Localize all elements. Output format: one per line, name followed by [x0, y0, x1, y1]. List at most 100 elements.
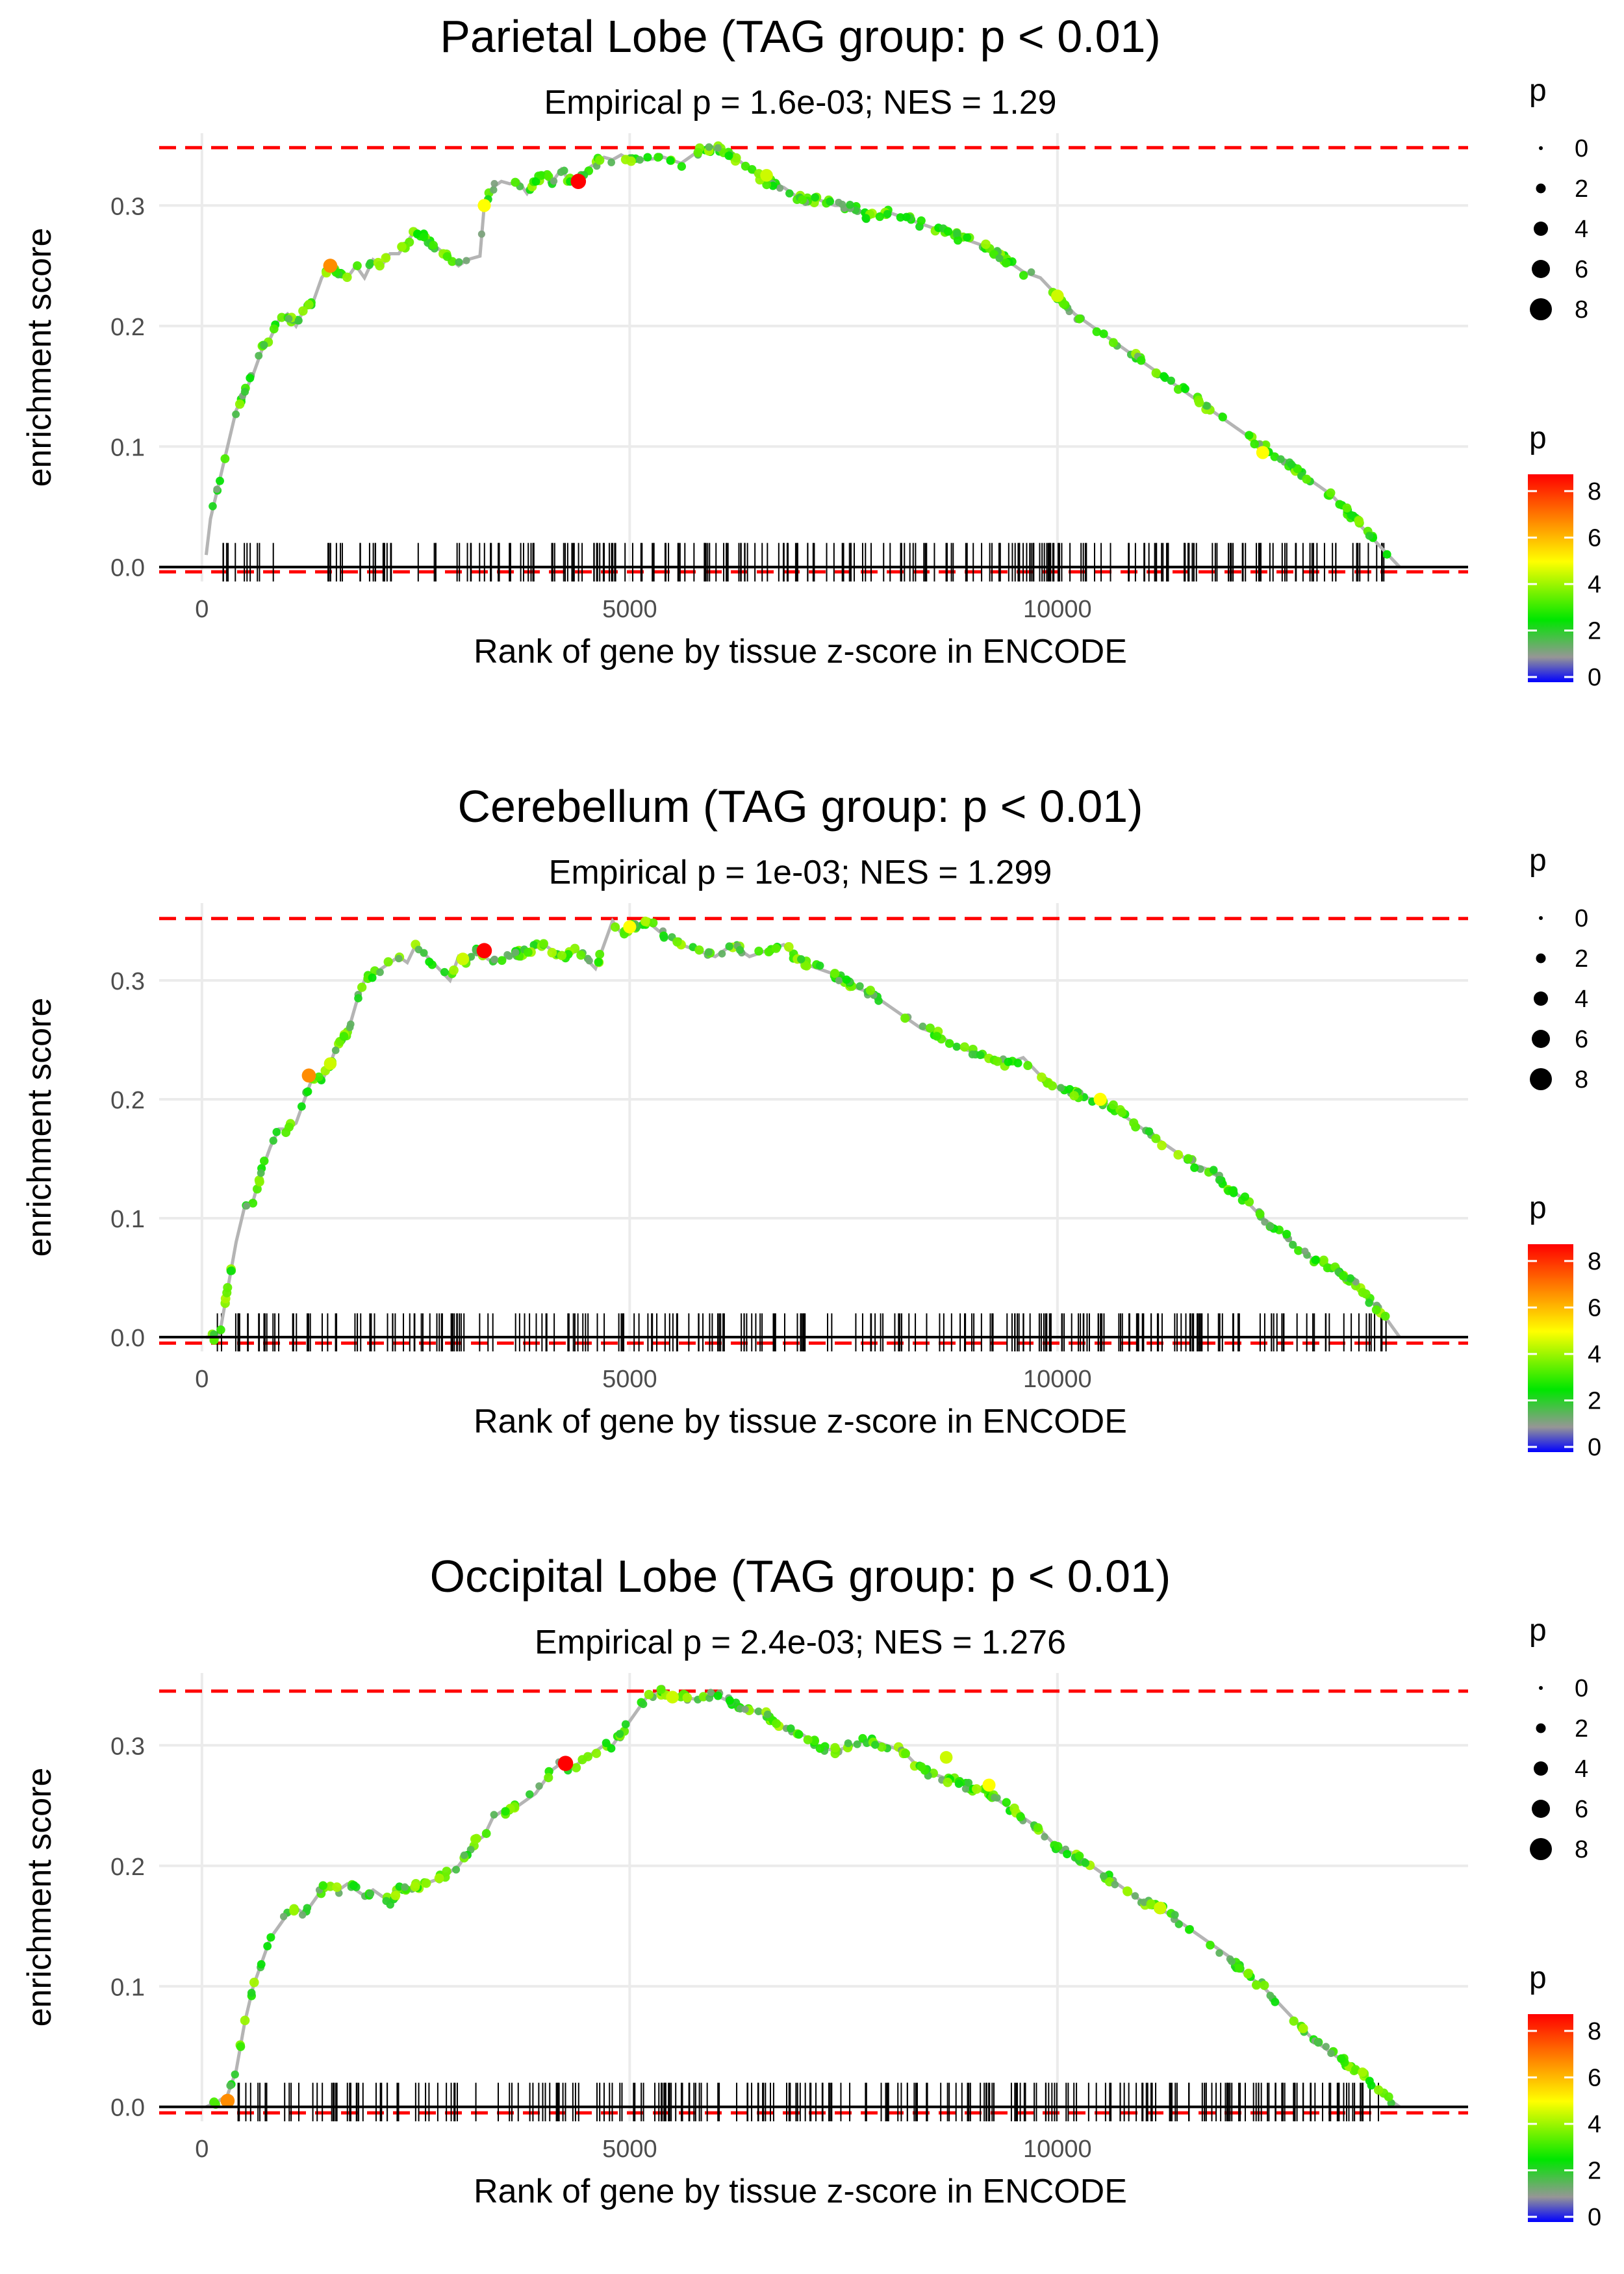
- gene-point: [246, 374, 255, 383]
- gene-point: [771, 943, 781, 953]
- size-legend-dot: [1532, 1800, 1550, 1818]
- size-legend-label: 4: [1575, 216, 1588, 243]
- gene-point: [216, 1325, 225, 1335]
- gene-point: [537, 171, 546, 180]
- gene-point: [1074, 1851, 1084, 1861]
- gene-point: [754, 1707, 763, 1715]
- gene-point: [331, 1046, 340, 1054]
- gene-point: [1322, 2043, 1330, 2050]
- gene-point: [421, 1878, 431, 1888]
- gene-point: [875, 212, 885, 222]
- gene-point: [544, 1772, 553, 1783]
- gene-point: [1013, 1058, 1022, 1067]
- color-legend-label: 2: [1588, 1387, 1601, 1414]
- gene-point: [694, 945, 704, 955]
- gene-point: [503, 951, 511, 959]
- gene-point: [1243, 1969, 1253, 1979]
- size-legend-label: 8: [1575, 1066, 1588, 1093]
- gene-point: [1092, 327, 1102, 337]
- gene-point: [576, 951, 586, 960]
- gene-point: [213, 485, 221, 493]
- gene-point: [944, 227, 953, 236]
- gene-point: [303, 1087, 312, 1096]
- gene-point: [1136, 356, 1146, 365]
- gene-point: [1342, 503, 1352, 513]
- gene-point: [1151, 1134, 1161, 1143]
- color-legend-label: 8: [1588, 478, 1601, 505]
- gene-point: [376, 968, 384, 977]
- gene-point: [1276, 455, 1285, 463]
- gene-point: [1194, 398, 1204, 407]
- gene-point: [976, 1051, 985, 1060]
- gene-point: [226, 1266, 235, 1275]
- gene-point: [1240, 1192, 1250, 1201]
- gene-point: [354, 994, 362, 1003]
- gene-point: [1358, 1288, 1367, 1297]
- size-legend-title: p: [1529, 1613, 1547, 1648]
- color-legend-title: p: [1529, 1191, 1547, 1225]
- gene-point: [1037, 1072, 1047, 1082]
- size-legend-label: 0: [1575, 135, 1588, 162]
- size-legend-dot: [1530, 1838, 1552, 1860]
- gene-point: [255, 1177, 264, 1187]
- size-legend-dot: [1536, 953, 1546, 964]
- gene-point: [682, 1693, 692, 1703]
- size-legend-dot: [1534, 222, 1548, 236]
- enrichment-curve: [206, 917, 1401, 1339]
- gene-point: [1260, 1980, 1269, 1990]
- size-legend: p 0 2 4 6 8: [1529, 843, 1588, 1093]
- color-bar: [1528, 474, 1573, 682]
- gene-point: [557, 168, 565, 176]
- gene-point: [1218, 413, 1227, 422]
- gene-point: [240, 2015, 250, 2026]
- color-legend-label: 4: [1588, 1341, 1601, 1368]
- gene-point: [1365, 1299, 1373, 1307]
- y-tick-label: 0.1: [110, 434, 145, 461]
- gene-point: [339, 1032, 349, 1041]
- gene-point: [1146, 1899, 1156, 1909]
- gene-point: [1337, 2054, 1346, 2063]
- gene-point: [1184, 1154, 1193, 1164]
- color-legend-label: 0: [1588, 664, 1601, 691]
- gene-point: [865, 986, 876, 995]
- gene-point: [353, 261, 362, 270]
- gene-point: [1282, 1229, 1291, 1239]
- gene-point: [449, 965, 459, 975]
- color-legend-label: 0: [1588, 1434, 1601, 1461]
- y-tick-label: 0.1: [110, 1974, 145, 2001]
- gene-point: [297, 1102, 306, 1111]
- gene-point: [1371, 1305, 1381, 1315]
- gene-point: [747, 165, 757, 174]
- gene-point: [442, 1867, 451, 1876]
- gene-point: [993, 1056, 1002, 1066]
- gene-point: [693, 147, 703, 157]
- x-tick-label: 0: [195, 596, 209, 623]
- gene-point: [666, 156, 675, 165]
- gene-point: [1117, 1108, 1127, 1118]
- gene-point: [981, 239, 991, 249]
- gene-point: [368, 973, 377, 982]
- gene-point: [1131, 1892, 1139, 1900]
- gene-point: [741, 161, 750, 171]
- gene-point: [871, 1741, 880, 1749]
- gene-point: [1314, 2038, 1323, 2047]
- y-axis-label: enrichment score: [21, 1768, 58, 2027]
- gene-point: [1234, 1963, 1244, 1973]
- gene-point: [481, 1829, 491, 1838]
- enrichment-curve: [204, 146, 1401, 568]
- gene-point: [349, 1881, 358, 1890]
- gene-point: [1111, 1880, 1119, 1889]
- gene-point: [607, 1744, 616, 1753]
- gene-point: [1373, 2085, 1384, 2095]
- gene-point: [932, 1032, 942, 1041]
- gene-point: [796, 955, 806, 964]
- gene-point: [707, 1689, 715, 1696]
- gene-point: [497, 956, 507, 965]
- gene-point: [954, 1780, 963, 1788]
- highlight-point: [1256, 446, 1269, 459]
- y-tick-label: 0.3: [110, 1733, 145, 1760]
- gene-point: [1302, 474, 1312, 484]
- gene-point: [490, 955, 499, 964]
- gene-point: [952, 1042, 961, 1051]
- gene-point: [1016, 1812, 1025, 1821]
